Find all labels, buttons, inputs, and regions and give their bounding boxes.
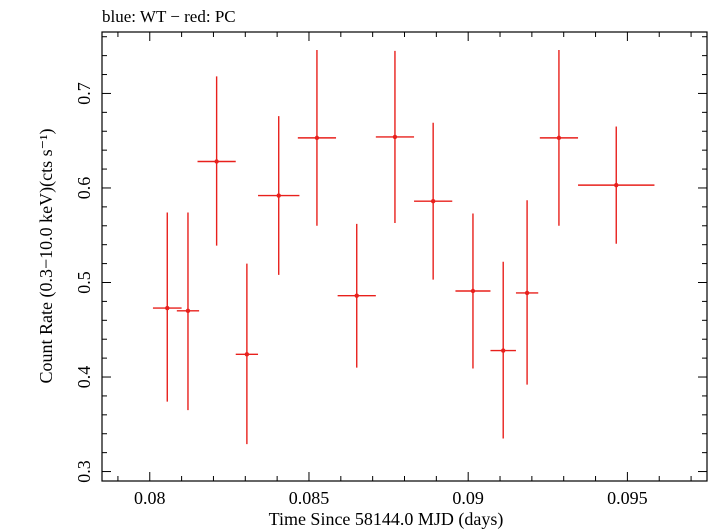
data-point [490, 261, 516, 439]
y-tick-label: 0.7 [74, 82, 94, 105]
data-point [515, 200, 539, 385]
data-point [337, 223, 376, 368]
x-tick-label: 0.09 [452, 488, 484, 508]
y-tick-label: 0.3 [74, 460, 94, 483]
data-point [578, 126, 655, 244]
data-point [539, 49, 579, 226]
data-point [455, 213, 491, 369]
data-point [176, 212, 200, 411]
point-marker [214, 159, 219, 164]
point-marker [276, 193, 281, 198]
point-marker [430, 199, 436, 204]
point-marker [556, 135, 562, 141]
plot-frame [101, 31, 708, 482]
x-axis-ticks: 0.08 0.085 0.09 0.095 [117, 32, 692, 508]
point-marker [524, 290, 530, 296]
point-marker [614, 182, 619, 188]
y-axis-ticks: 0.3 0.4 0.5 0.6 0.7 [74, 36, 707, 483]
x-tick-label: 0.085 [289, 488, 330, 508]
x-tick-label: 0.095 [607, 488, 648, 508]
data-point [152, 212, 182, 402]
data-point [297, 49, 337, 226]
point-marker [244, 352, 250, 357]
x-tick-label: 0.08 [134, 488, 166, 508]
point-marker [470, 288, 476, 294]
point-marker [354, 293, 359, 298]
y-tick-label: 0.5 [74, 271, 94, 294]
data-series [152, 49, 655, 445]
x-axis-label: Time Since 58144.0 MJD (days) [269, 509, 504, 530]
data-point [235, 263, 259, 445]
chart-title: blue: WT − red: PC [102, 7, 236, 26]
y-tick-label: 0.6 [74, 177, 94, 200]
point-marker [314, 135, 320, 141]
data-point [197, 76, 236, 246]
point-marker [165, 305, 170, 311]
point-marker [392, 134, 398, 140]
y-axis-label: Count Rate (0.3−10.0 keV)(cts s⁻¹) [36, 128, 57, 383]
data-point [414, 122, 453, 280]
data-point [375, 50, 415, 223]
y-tick-label: 0.4 [74, 366, 94, 389]
point-marker [501, 348, 506, 353]
point-marker [185, 308, 191, 314]
data-point [258, 116, 300, 275]
